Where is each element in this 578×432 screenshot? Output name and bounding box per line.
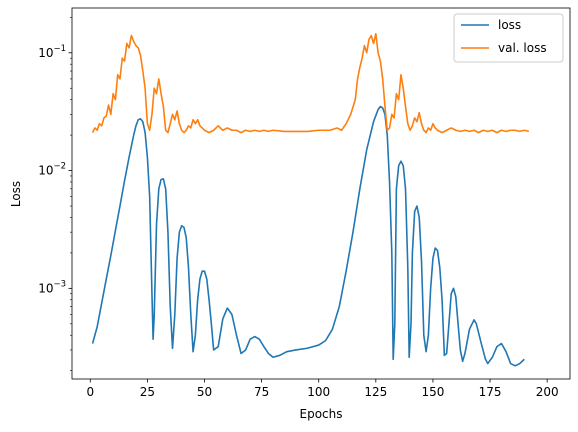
legend: loss val. loss — [453, 13, 564, 63]
y-axis-label: Loss — [9, 181, 23, 207]
x-tick-label: 50 — [197, 385, 212, 399]
series-layer — [91, 32, 530, 367]
x-tick-label: 100 — [307, 385, 330, 399]
legend-frame — [453, 13, 564, 63]
x-tick-label: 150 — [421, 385, 444, 399]
legend-label-loss: loss — [498, 18, 521, 32]
x-axis-label: Epochs — [300, 407, 343, 421]
y-tick-label: 10−3 — [38, 279, 66, 295]
x-tick-label: 0 — [86, 385, 94, 399]
x-axis: 0 25 50 75 100 125 150 175 200 — [86, 379, 559, 399]
x-tick-label: 200 — [536, 385, 559, 399]
x-tick-label: 25 — [140, 385, 155, 399]
series-line-loss — [91, 105, 525, 367]
series-line-val-loss — [91, 32, 530, 134]
plot-frame — [71, 7, 571, 380]
x-tick-label: 175 — [479, 385, 502, 399]
y-tick-label: 10−1 — [38, 44, 66, 60]
x-tick-label: 75 — [254, 385, 269, 399]
y-axis: 10−3 10−2 10−1 — [38, 17, 72, 371]
legend-label-val-loss: val. loss — [498, 41, 547, 55]
x-tick-label: 125 — [364, 385, 387, 399]
y-tick-label: 10−2 — [38, 162, 66, 178]
